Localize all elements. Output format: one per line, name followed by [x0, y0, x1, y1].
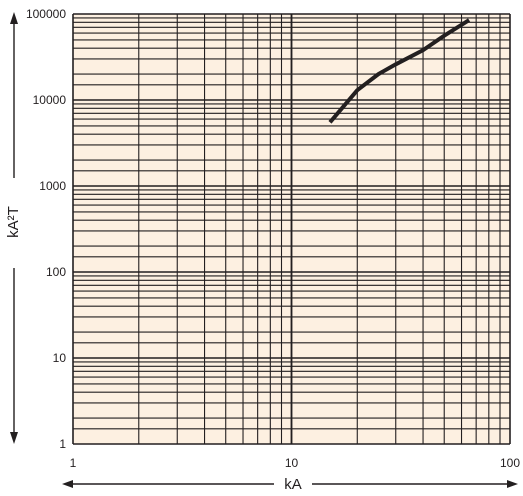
y-tick-label: 100000	[26, 7, 66, 21]
x-axis-label: kA	[284, 476, 302, 493]
y-axis-label: kA²T	[5, 206, 22, 238]
y-tick-label: 10	[53, 351, 67, 365]
series-line-0	[328, 18, 471, 124]
series-group	[328, 18, 471, 124]
y-tick-label: 1000	[39, 179, 66, 193]
y-tick-label: 100	[46, 265, 66, 279]
x-tick-label: 10	[285, 456, 299, 470]
y-tick-label: 10000	[33, 93, 67, 107]
y-tick-labels: 1 10 100 1000 10000 100000	[26, 7, 66, 451]
y-tick-label: 1	[59, 437, 66, 451]
x-tick-labels: 1 10 100	[70, 456, 521, 470]
x-axis-arrow: kA	[62, 476, 518, 493]
x-tick-label: 100	[500, 456, 520, 470]
x-tick-label: 1	[70, 456, 77, 470]
y-axis-arrow: kA²T	[5, 12, 22, 444]
grid	[72, 13, 511, 445]
